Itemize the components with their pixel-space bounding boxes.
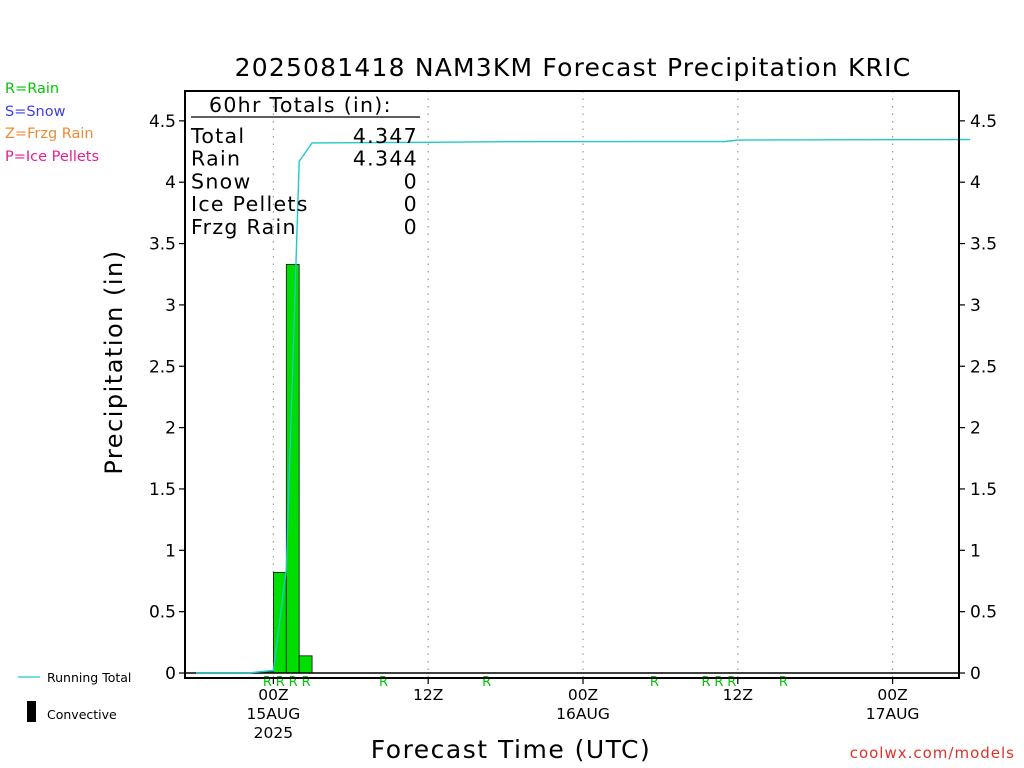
x-tick-label: 12Z xyxy=(413,686,443,704)
y-axis-ticks: 0 00.5 0.51 11.5 1.52 22.5 2.53 33.5 3.54 44.5 4.5 xyxy=(149,112,997,684)
x-tick-label: 16AUG xyxy=(556,705,610,723)
totals-row-value: 0 xyxy=(404,215,418,239)
convective-legend: Convective xyxy=(47,707,117,722)
y-tick-label-left: 2.5 xyxy=(149,357,176,377)
precip-type-marker: R xyxy=(727,675,736,690)
totals-row-value: 0 xyxy=(404,169,418,193)
precip-type-marker: R xyxy=(302,675,311,690)
y-tick-label-left: 3.5 xyxy=(149,235,176,255)
y-tick-label-right: 2.5 xyxy=(970,357,997,377)
y-tick-label-right: 1 xyxy=(970,541,981,561)
x-tick-label: 12Z xyxy=(723,686,753,704)
precip-bars xyxy=(260,264,313,674)
legend-rain: R=Rain xyxy=(5,81,60,97)
precip-type-marker: R xyxy=(276,675,285,690)
y-tick-label-left: 2 xyxy=(165,419,176,439)
y-tick-label-right: 4 xyxy=(970,173,981,193)
totals-row-label: Frzg Rain xyxy=(191,215,297,239)
y-tick-label-left: 0 xyxy=(165,664,176,684)
totals-row-value: 4.347 xyxy=(353,124,418,148)
y-tick-label-right: 3 xyxy=(970,296,981,316)
precip-bar xyxy=(298,655,313,674)
totals-row-label: Rain xyxy=(191,147,241,171)
y-axis-label: Precipitation (in) xyxy=(100,249,128,474)
x-tick-label: 00Z xyxy=(877,686,907,704)
precip-type-marker: R xyxy=(289,675,298,690)
totals-title: 60hr Totals (in): xyxy=(209,93,392,117)
x-tick-label: 15AUG xyxy=(247,705,301,723)
y-tick-label-right: 1.5 xyxy=(970,480,997,500)
precip-type-marker: R xyxy=(379,675,388,690)
precip-type-marker: R xyxy=(714,675,723,690)
x-tick-label: 2025 xyxy=(254,724,293,742)
y-tick-label-left: 1 xyxy=(165,541,176,561)
y-tick-label-right: 3.5 xyxy=(970,235,997,255)
y-tick-label-left: 1.5 xyxy=(149,480,176,500)
precip-bar xyxy=(285,264,300,674)
legend-freezing-rain: Z=Frzg Rain xyxy=(5,126,94,142)
running-total-polyline xyxy=(196,138,971,674)
y-tick-label-right: 4.5 xyxy=(970,112,997,132)
x-axis-label: Forecast Time (UTC) xyxy=(371,735,651,764)
totals-box: 60hr Totals (in): Total 4.347 Rain 4.344 Sno… xyxy=(190,93,420,239)
totals-row-label: Ice Pellets xyxy=(191,192,309,216)
totals-row-label: Snow xyxy=(191,169,252,193)
precip-type-marker: R xyxy=(701,675,710,690)
y-tick-label-right: 0 xyxy=(970,664,981,684)
y-tick-label-right: 0.5 xyxy=(970,603,997,623)
y-tick-label-left: 4 xyxy=(165,173,176,193)
credit-text: coolwx.com/models xyxy=(849,744,1015,762)
y-tick-label-left: 3 xyxy=(165,296,176,316)
precip-type-marker: R xyxy=(779,675,788,690)
legend-snow: S=Snow xyxy=(5,104,66,120)
totals-row-label: Total xyxy=(190,124,245,148)
gridlines xyxy=(272,91,894,678)
y-tick-label-left: 4.5 xyxy=(149,112,176,132)
precip-type-marker: R xyxy=(263,675,272,690)
y-tick-label-right: 2 xyxy=(970,419,981,439)
y-tick-label-left: 0.5 xyxy=(149,603,176,623)
running-total-line xyxy=(196,138,971,674)
precip-type-marker: R xyxy=(482,675,491,690)
totals-row-value: 0 xyxy=(404,192,418,216)
x-tick-label: 17AUG xyxy=(866,705,920,723)
convective-swatch xyxy=(27,701,36,722)
x-tick-label: 00Z xyxy=(568,686,598,704)
totals-row-value: 4.344 xyxy=(353,147,418,171)
plot-frame xyxy=(184,90,960,679)
precip-type-marker: R xyxy=(650,675,659,690)
chart-title: 2025081418 NAM3KM Forecast Precipitation… xyxy=(235,53,912,82)
running-total-legend: Running Total xyxy=(47,670,131,685)
x-tick-label: 00Z xyxy=(258,686,288,704)
legend-ice-pellets: P=Ice Pellets xyxy=(5,149,100,165)
